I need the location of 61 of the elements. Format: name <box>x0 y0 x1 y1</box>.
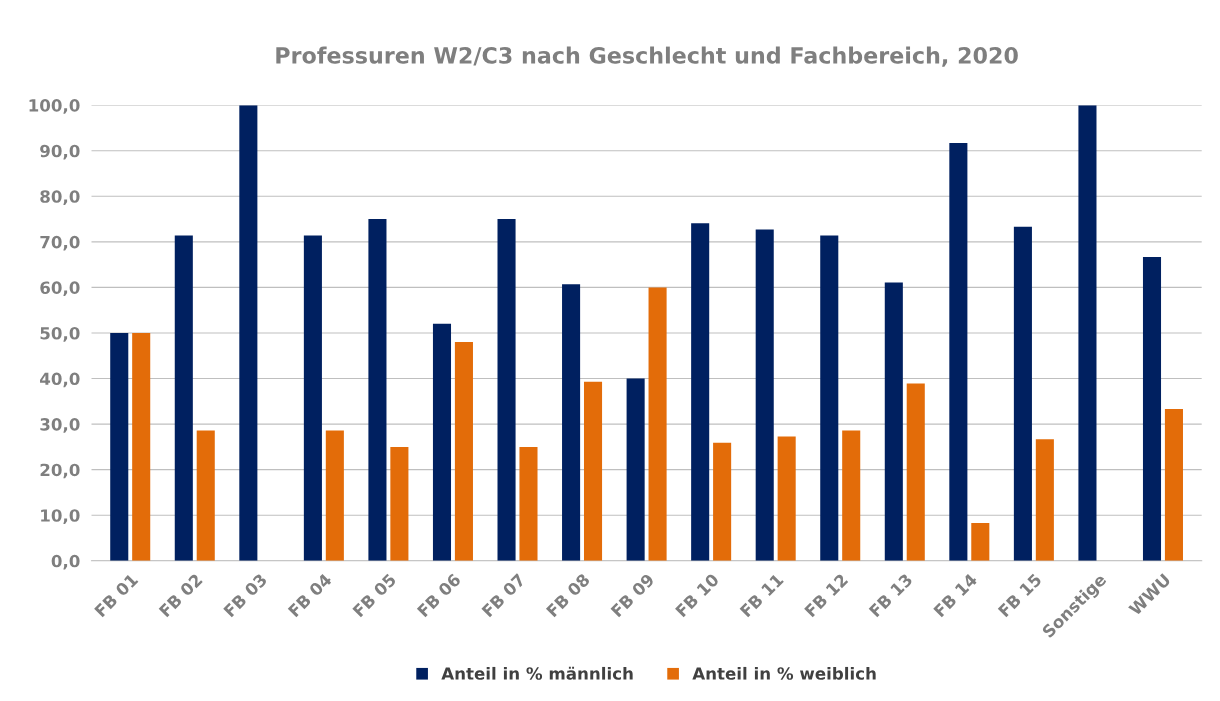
bar <box>583 381 603 561</box>
y-tick-label: 80,0 <box>40 190 80 205</box>
x-tick-label: FB 14 <box>933 572 978 618</box>
x-tick-label: FB 08 <box>545 572 591 618</box>
y-tick-label: 100,0 <box>29 99 80 114</box>
bar <box>1035 439 1054 561</box>
bar <box>1013 226 1032 561</box>
bar <box>432 323 452 561</box>
bar <box>562 284 581 561</box>
x-tick-label: FB 10 <box>674 572 720 618</box>
x-tick-label: FB 07 <box>481 573 526 618</box>
bar <box>648 287 667 561</box>
bar <box>497 219 516 561</box>
bar <box>842 430 861 561</box>
y-tick-label: 90,0 <box>40 144 80 160</box>
y-tick-label: 70,0 <box>40 235 80 251</box>
y-tick-label: 60,0 <box>40 281 80 297</box>
bar <box>303 235 322 561</box>
bar <box>713 442 732 561</box>
x-tick-label: FB 03 <box>223 573 268 618</box>
y-tick-label: 50,0 <box>40 326 80 342</box>
bar <box>132 332 151 561</box>
chart-title: Professuren W2/C3 nach Geschlecht und Fachbereich, 2020 <box>276 46 1018 67</box>
legend-label: Anteil in % weiblich <box>692 666 876 680</box>
x-tick-label: FB 02 <box>158 573 203 618</box>
y-tick-label: 40,0 <box>40 372 80 388</box>
bar <box>325 430 344 561</box>
bar <box>1078 105 1097 561</box>
x-tick-label: FB 04 <box>287 572 333 618</box>
bar <box>971 522 990 561</box>
bar <box>368 219 387 561</box>
bar <box>755 229 774 561</box>
y-tick-label: 20,0 <box>40 463 80 479</box>
bar <box>174 235 193 561</box>
bar <box>906 383 925 561</box>
bar <box>1142 256 1162 561</box>
x-tick-label: FB 15 <box>997 573 1043 618</box>
y-tick-label: 30,0 <box>40 418 80 433</box>
x-tick-label: FB 12 <box>803 573 849 618</box>
bar <box>884 282 903 561</box>
x-tick-label: FB 05 <box>352 572 397 618</box>
x-tick-label: FB 11 <box>739 573 784 618</box>
bar <box>949 142 968 561</box>
x-tick-label: FB 09 <box>610 572 655 618</box>
x-tick-label: FB 06 <box>416 572 462 618</box>
bar <box>777 436 796 561</box>
bar <box>454 342 473 561</box>
bar <box>239 105 258 561</box>
x-tick-label: FB 01 <box>93 572 139 618</box>
bar <box>196 430 215 561</box>
bar <box>110 332 129 561</box>
bar <box>626 378 645 561</box>
bar <box>390 446 409 561</box>
legend-label: Anteil in % männlich <box>441 666 633 680</box>
y-tick-label: 10,0 <box>41 509 80 524</box>
y-tick-label: 0,0 <box>51 554 80 570</box>
bar <box>519 446 538 561</box>
bar <box>820 235 839 561</box>
bar <box>691 223 710 561</box>
x-tick-label: FB 13 <box>868 573 913 618</box>
bar <box>1164 409 1183 561</box>
